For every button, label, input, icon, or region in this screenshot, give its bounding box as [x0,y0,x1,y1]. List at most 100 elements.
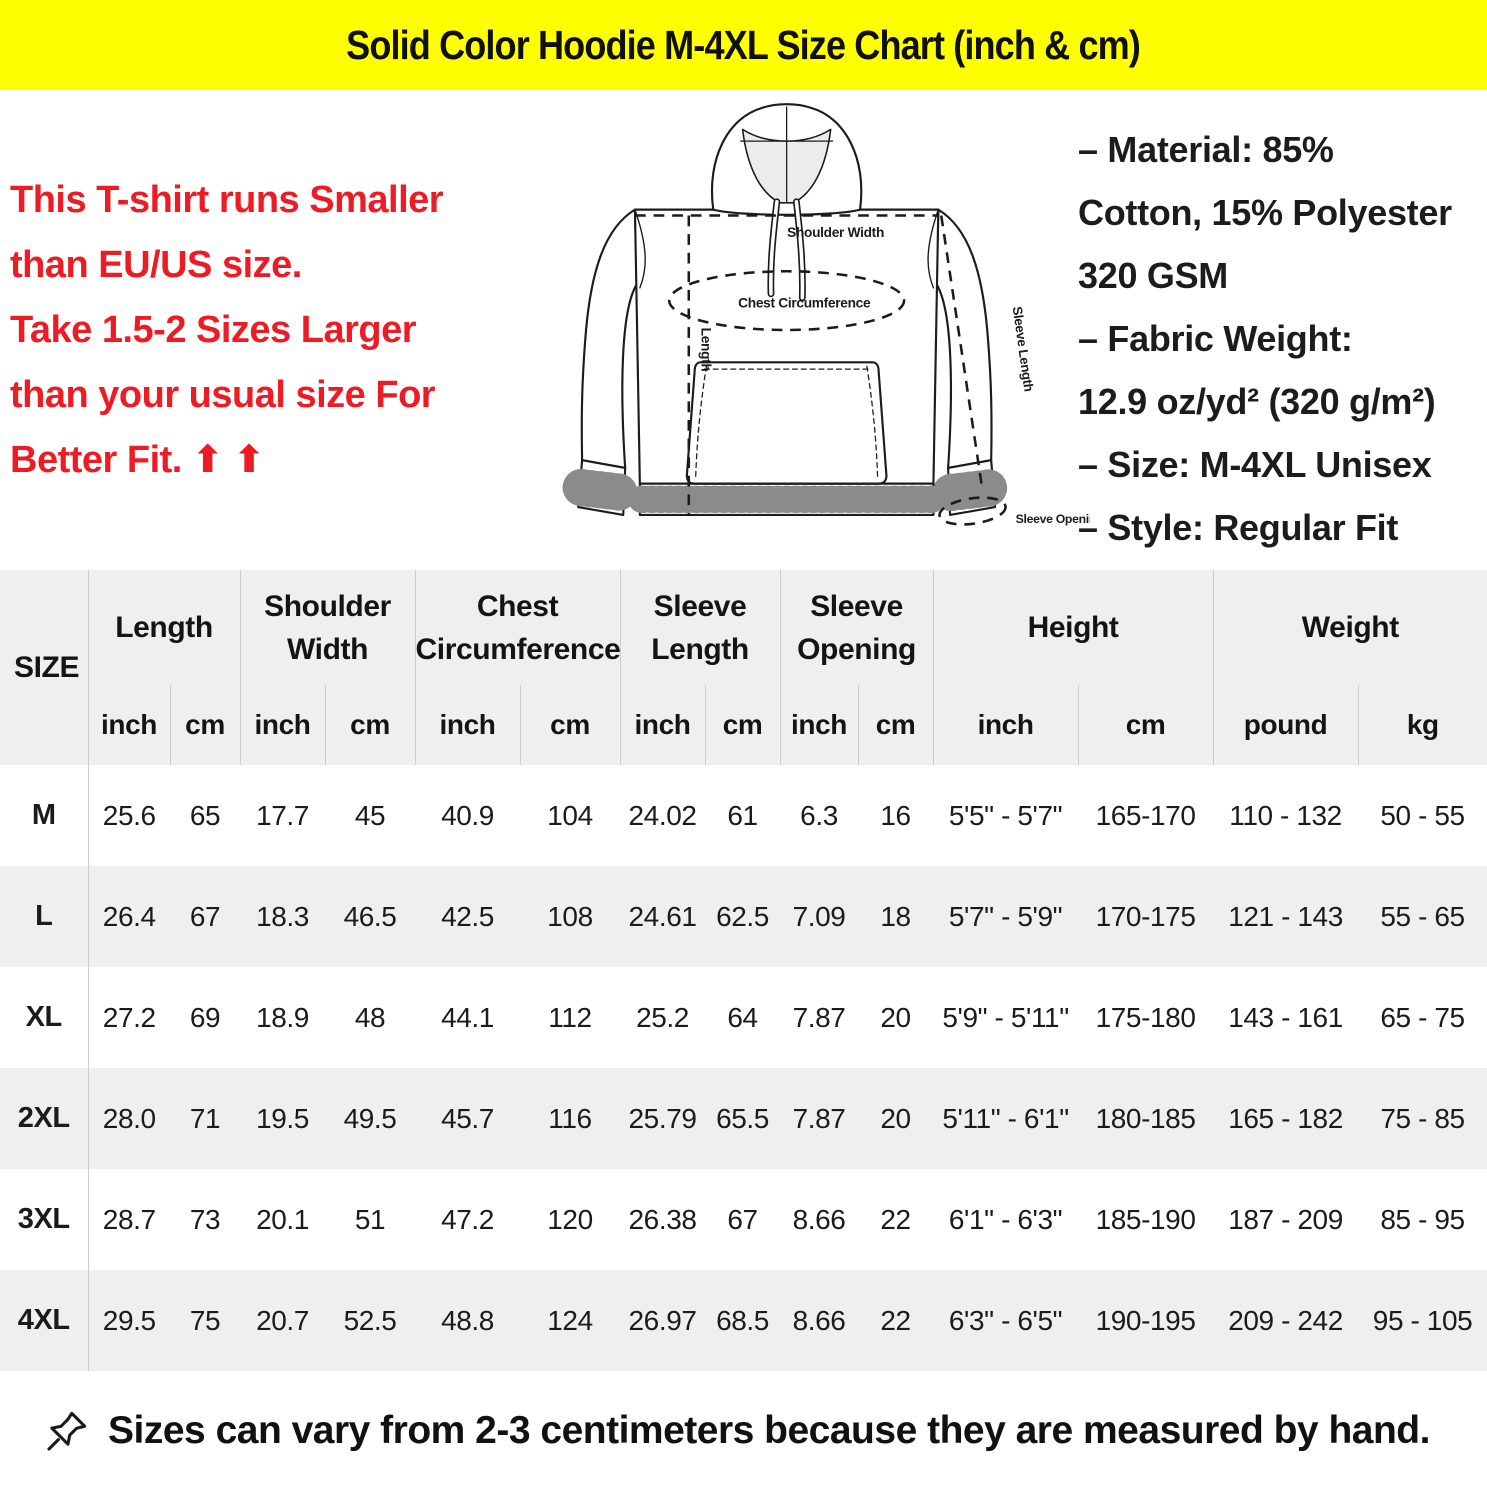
table-cell: 27.2 [102,1001,156,1033]
unit-header: cm [857,685,934,765]
warning-line: Better Fit. ⬆ ⬆ [10,439,265,481]
table-cell: 209 - 242 [1228,1304,1343,1336]
details-line: – Style: Regular Fit [1078,507,1399,548]
table-cell: 108 [547,900,593,932]
unit-header: cm [704,685,781,765]
table-cell: 116 [548,1102,592,1134]
unit-header: inch [932,685,1079,765]
column-group-length: Length [87,570,241,685]
table-cell: 26.97 [628,1304,697,1336]
table-cell: 110 - 132 [1229,799,1342,831]
table-cell: 25.2 [636,1001,689,1033]
size-cell: L [0,866,89,967]
table-cell: 69 [189,1001,221,1033]
table-cell: 5'5" - 5'7" [948,799,1063,831]
table-cell: 26.38 [628,1203,697,1235]
hoodie-diagram: Shoulder Width Chest Circumference Lengt… [542,94,1103,566]
table-cell: 29.5 [102,1304,156,1336]
table-cell: 170-175 [1095,900,1196,932]
table-cell: 67 [189,900,221,932]
table-cell: 165-170 [1095,799,1196,831]
table-cell: 28.7 [102,1203,156,1235]
table-cell: 28.0 [102,1102,156,1134]
banner: Solid Color Hoodie M-4XL Size Chart (inc… [0,0,1487,90]
table-cell: 25.79 [628,1102,697,1134]
table-cell: 85 - 95 [1380,1203,1465,1235]
table-cell: 20 [880,1001,911,1033]
table-cell: 22 [880,1203,911,1235]
table-cell: 6'1" - 6'3" [948,1203,1063,1235]
table-cell: 8.66 [792,1304,846,1336]
table-cell: 48 [354,1001,386,1033]
unit-header: inch [619,685,706,765]
unit-header: pound [1212,685,1359,765]
column-group-sleeve-length: Sleeve Length [619,570,781,685]
warning-line: Take 1.5-2 Sizes Larger [10,309,417,351]
unit-header: cm [169,685,241,765]
table-cell: 20.1 [256,1203,309,1235]
size-cell: 2XL [0,1068,89,1169]
pushpin-icon [47,1411,87,1451]
table-cell: 50 - 55 [1380,799,1465,831]
table-cell: 45.7 [441,1102,494,1134]
details-line: 320 GSM [1078,255,1228,296]
column-group-sleeve-opening: Sleeve Opening [779,570,934,685]
table-cell: 124 [547,1304,593,1336]
table-cell: 5'7" - 5'9" [948,900,1063,932]
table-row: XL 27.2 69 18.9 48 44.1 112 25.2 64 7.87… [0,967,1487,1068]
table-cell: 65 [189,799,221,831]
table-cell: 7.87 [792,1001,846,1033]
table-cell: 190-195 [1095,1304,1196,1336]
table-cell: 71 [189,1102,221,1134]
table-cell: 49.5 [343,1102,397,1134]
table-cell: 95 - 105 [1372,1304,1473,1336]
size-table: SIZE Length Shoulder Width Chest Circumf… [0,570,1487,1371]
size-cell: 4XL [0,1270,89,1371]
table-cell: 20 [880,1102,911,1134]
diagram-label-chest-circumference: Chest Circumference [738,295,871,310]
table-row: 4XL 29.5 75 20.7 52.5 48.8 124 26.97 68.… [0,1270,1487,1371]
table-cell: 65.5 [716,1102,769,1134]
table-row: M 25.6 65 17.7 45 40.9 104 24.02 61 6.3 … [0,765,1487,866]
table-cell: 6'3" - 6'5" [948,1304,1063,1336]
table-cell: 165 - 182 [1228,1102,1343,1134]
top-section: This T-shirt runs Smaller than EU/US siz… [0,90,1487,570]
group-header-row: SIZE Length Shoulder Width Chest Circumf… [0,570,1487,765]
table-cell: 61 [727,799,758,831]
page-title: Solid Color Hoodie M-4XL Size Chart (inc… [346,21,1142,68]
table-cell: 24.61 [628,900,697,932]
table-cell: 18.9 [256,1001,309,1033]
table-cell: 120 [547,1203,593,1235]
table-cell: 65 - 75 [1380,1001,1465,1033]
table-cell: 67 [727,1203,758,1235]
diagram-label-sleeve-opening: Sleeve Opening [1016,512,1090,526]
table-cell: 40.9 [441,799,494,831]
table-cell: 7.09 [792,900,846,932]
table-cell: 75 - 85 [1380,1102,1465,1134]
table-row: L 26.4 67 18.3 46.5 42.5 108 24.61 62.5 … [0,866,1487,967]
unit-header: cm [519,685,621,765]
warning-line: This T-shirt runs Smaller [10,179,444,221]
warning-line: than your usual size For [10,374,436,416]
unit-header: inch [239,685,326,765]
table-cell: 5'11" - 6'1" [942,1102,1069,1134]
table-cell: 180-185 [1095,1102,1196,1134]
table-cell: 18.3 [256,900,309,932]
table-cell: 68.5 [716,1304,769,1336]
table-cell: 42.5 [441,900,494,932]
table-cell: 26.4 [102,900,156,932]
size-cell: 3XL [0,1169,89,1270]
unit-header: inch [414,685,521,765]
details-line: – Fabric Weight: [1078,318,1353,359]
warning-line: than EU/US size. [10,244,302,286]
column-group-chest-circumference: Chest Circumference [414,570,621,685]
unit-header-row: inch cm inch cm inch cm inch cm inch cm … [0,685,1487,765]
table-cell: 48.8 [441,1304,494,1336]
table-cell: 44.1 [441,1001,494,1033]
table-cell: 24.02 [628,799,697,831]
table-cell: 104 [547,799,593,831]
table-cell: 51 [354,1203,386,1235]
table-cell: 75 [189,1304,221,1336]
unit-header: cm [1077,685,1214,765]
column-group-weight: Weight [1212,570,1487,685]
